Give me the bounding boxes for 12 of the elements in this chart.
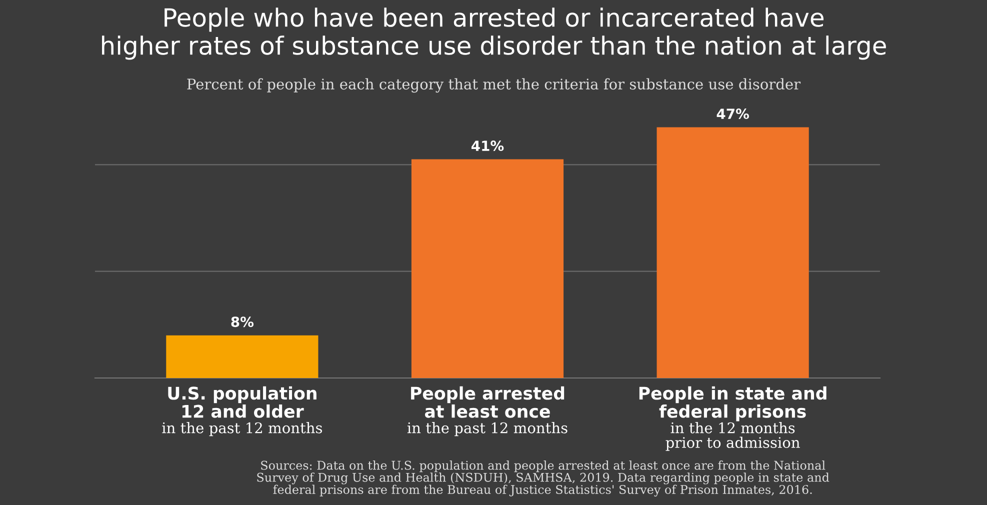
- text: in the past 12 months: [407, 422, 568, 436]
- text: in the past 12 months: [162, 422, 322, 436]
- data-label: 8%: [231, 316, 254, 328]
- chart-subtitle: Percent of people in each category that met the criteria for substance use disorder: [187, 78, 801, 93]
- x-tick-label: U.S. population 12 and older: [168, 386, 316, 418]
- data-label: 41%: [472, 140, 504, 152]
- chart-title: People who have been arrested or incarcerated have higher rates of substance use disorder than the nation at large: [102, 8, 886, 60]
- text: in the 12 months prior to admission: [666, 422, 800, 451]
- source-note: Sources: Data on the U.S. population and people arrested at least once are from the National Survey of Drug Use and Health (NSDUH), SAMHSA, 2019. Data regarding people in state and federal prisons are from the Bureau of Justice Statistics' Survey of Prison Inmates, 2016.: [257, 460, 830, 496]
- x-tick-label: People in state and federal prisons: [639, 386, 826, 422]
- data-label: 47%: [716, 108, 749, 120]
- x-tick-label: People arrested at least once: [411, 386, 564, 418]
